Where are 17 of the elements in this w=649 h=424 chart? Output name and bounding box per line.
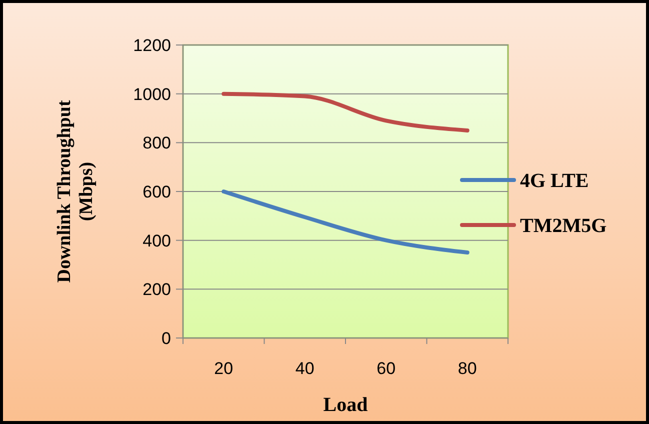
y-tick-label: 1000 bbox=[133, 84, 171, 104]
line-series bbox=[222, 190, 470, 255]
y-tick-label: 0 bbox=[162, 328, 171, 348]
y-tick-label: 1200 bbox=[133, 36, 171, 55]
legend-label: TM2M5G bbox=[520, 215, 608, 237]
y-tick-label: 800 bbox=[142, 134, 171, 153]
x-axis-title: Load bbox=[323, 394, 368, 416]
x-tick-label: 40 bbox=[295, 359, 314, 378]
y-tick-label: 600 bbox=[142, 182, 171, 202]
y-tick-label: 400 bbox=[142, 231, 171, 250]
line-series bbox=[222, 92, 470, 132]
legend-label: 4G LTE bbox=[520, 170, 589, 192]
y-axis-title: Downlink Throughput (Mbps) bbox=[54, 100, 97, 283]
x-tick-label: 60 bbox=[376, 359, 396, 378]
x-tick-label: 80 bbox=[458, 359, 477, 378]
x-tick-label: 20 bbox=[214, 359, 234, 378]
y-tick-label: 200 bbox=[142, 280, 171, 300]
